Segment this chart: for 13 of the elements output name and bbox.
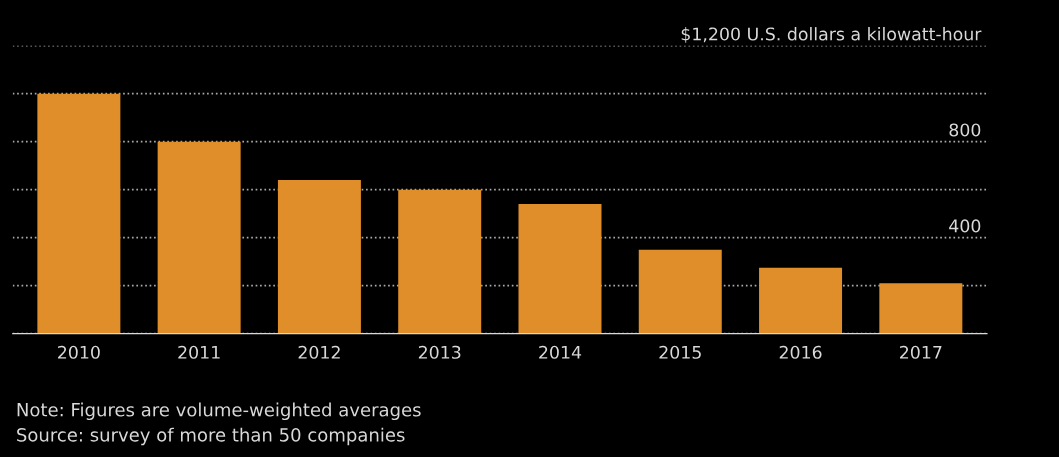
y-tick-label: 800: [949, 123, 981, 137]
y-tick-label: 400: [949, 219, 981, 233]
x-tick-label: 2011: [178, 345, 220, 359]
x-tick-label: 2017: [900, 345, 942, 359]
x-tick-label: 2016: [779, 345, 822, 359]
x-tick-label: 2010: [58, 345, 100, 359]
x-tick-label: 2013: [418, 345, 461, 359]
x-tick-label: 2012: [298, 345, 340, 359]
text: Note: Figures are volume-weighted averages: [17, 402, 421, 421]
x-tick-label: 2015: [659, 345, 701, 359]
y-tick-label: $1,200 U.S. dollars a kilowatt-hour: [681, 27, 982, 43]
x-tick-label: 2014: [539, 345, 582, 359]
source-note: Source: survey of more than 50 companies: [17, 427, 405, 446]
